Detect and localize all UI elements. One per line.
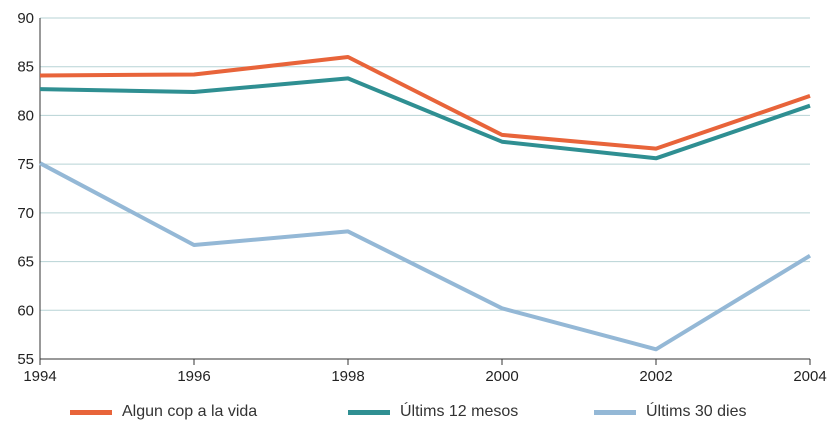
x-tick-label-2004: 2004: [793, 368, 826, 385]
legend-item-2: Últims 12 mesos: [348, 400, 518, 424]
y-tick-label-90: 90: [17, 10, 34, 27]
legend-swatch-1: [70, 409, 112, 415]
legend-swatch-2: [348, 409, 390, 415]
legend-label-1: Algun cop a la vida: [122, 403, 258, 420]
y-tick-label-60: 60: [17, 302, 34, 319]
x-tick-label-1994: 1994: [23, 368, 56, 385]
x-axis-ticks: 1994 1996 1998 2000 2002 2004: [23, 359, 827, 385]
x-tick-label-1996: 1996: [177, 368, 210, 385]
legend-label-3: Últims 30 dies: [646, 403, 747, 420]
series-line-3: [39, 161, 812, 352]
legend: Algun cop a la vida Últims 12 mesos Últi…: [0, 400, 832, 424]
y-tick-label-70: 70: [17, 205, 34, 222]
y-tick-label-55: 55: [17, 351, 34, 368]
y-tick-label-75: 75: [17, 156, 34, 173]
legend-label-2: Últims 12 mesos: [400, 403, 519, 420]
series-line-2: [39, 76, 811, 161]
legend-item-1: Algun cop a la vida: [70, 400, 257, 424]
series-lines: [39, 55, 812, 352]
gridlines: [40, 17, 810, 311]
series-line-1: [39, 55, 811, 151]
x-tick-label-1998: 1998: [331, 368, 364, 385]
legend-item-3: Últims 30 dies: [594, 400, 746, 424]
axes: [39, 18, 810, 360]
y-tick-label-80: 80: [17, 107, 34, 124]
y-axis-ticks: 55 60 65 70 75 80 85 90: [17, 10, 34, 368]
x-tick-label-2002: 2002: [639, 368, 672, 385]
y-tick-label-65: 65: [17, 254, 34, 271]
legend-swatch-3: [594, 409, 636, 415]
y-tick-label-85: 85: [17, 59, 34, 76]
x-tick-label-2000: 2000: [485, 368, 518, 385]
